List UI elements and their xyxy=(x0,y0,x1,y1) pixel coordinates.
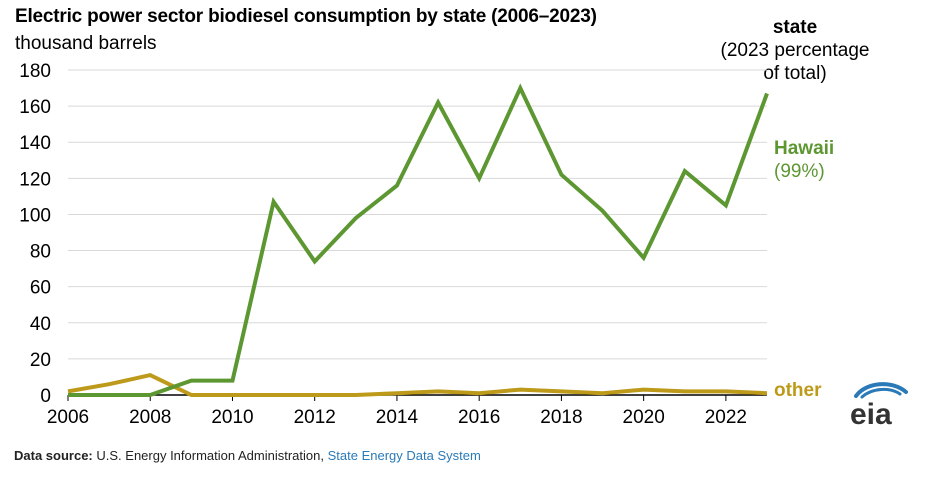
y-tick-label-120: 120 xyxy=(19,169,51,190)
x-tick-label-2022: 2022 xyxy=(705,407,747,428)
series-line-other xyxy=(67,372,768,397)
legend-header: state (2023 percentage of total) xyxy=(710,16,880,85)
series-label-hawaii: Hawaii (99%) xyxy=(774,137,834,183)
legend-title: state xyxy=(772,17,818,38)
x-tick-label-2008: 2008 xyxy=(129,407,171,428)
x-tick-label-2018: 2018 xyxy=(540,407,582,428)
y-tick-label-80: 80 xyxy=(30,242,51,263)
series-line-hawaii xyxy=(68,83,769,397)
y-axis-unit-label: thousand barrels xyxy=(15,33,157,54)
gridlines xyxy=(68,69,767,396)
x-tick-label-2014: 2014 xyxy=(376,407,419,428)
y-tick-label-60: 60 xyxy=(30,278,51,299)
y-tick-label-100: 100 xyxy=(19,205,51,226)
x-tick-label-2012: 2012 xyxy=(294,407,336,428)
source-label: Data source: xyxy=(14,448,93,463)
x-tick-label-2006: 2006 xyxy=(47,407,89,428)
eia-logo-arc xyxy=(854,382,908,398)
x-tick-labels: 2006 2008 2010 2012 2014 2016 2018 2020 2022 xyxy=(47,395,747,428)
data-source-note: Data source: U.S. Energy Information Adm… xyxy=(14,448,481,463)
source-link[interactable]: State Energy Data System xyxy=(327,448,481,463)
eia-logo-text: eia xyxy=(850,398,892,430)
series-share-hawaii: (99%) xyxy=(774,161,825,182)
x-tick-label-2010: 2010 xyxy=(211,407,253,428)
y-tick-label-0: 0 xyxy=(40,386,51,407)
eia-logo-arc-inner xyxy=(860,388,902,399)
legend-subtitle-line2: of total) xyxy=(763,63,827,84)
source-text: U.S. Energy Information Administration, xyxy=(96,448,324,463)
series-label-other: other xyxy=(774,380,822,401)
y-tick-label-180: 180 xyxy=(19,61,51,82)
y-tick-label-160: 160 xyxy=(19,97,51,118)
y-tick-label-40: 40 xyxy=(30,314,51,335)
y-tick-labels: 0 20 40 60 80 100 120 140 160 180 xyxy=(19,61,51,407)
series-lines xyxy=(67,83,769,397)
x-tick-label-2020: 2020 xyxy=(623,407,665,428)
chart-title: Electric power sector biodiesel consumpt… xyxy=(15,6,597,27)
x-tick-label-2016: 2016 xyxy=(458,407,500,428)
series-name-hawaii: Hawaii xyxy=(774,138,835,159)
y-tick-label-140: 140 xyxy=(19,133,51,154)
eia-logo: eia xyxy=(850,382,908,430)
legend-subtitle-line1: (2023 percentage xyxy=(720,40,870,61)
y-tick-label-20: 20 xyxy=(30,350,51,371)
